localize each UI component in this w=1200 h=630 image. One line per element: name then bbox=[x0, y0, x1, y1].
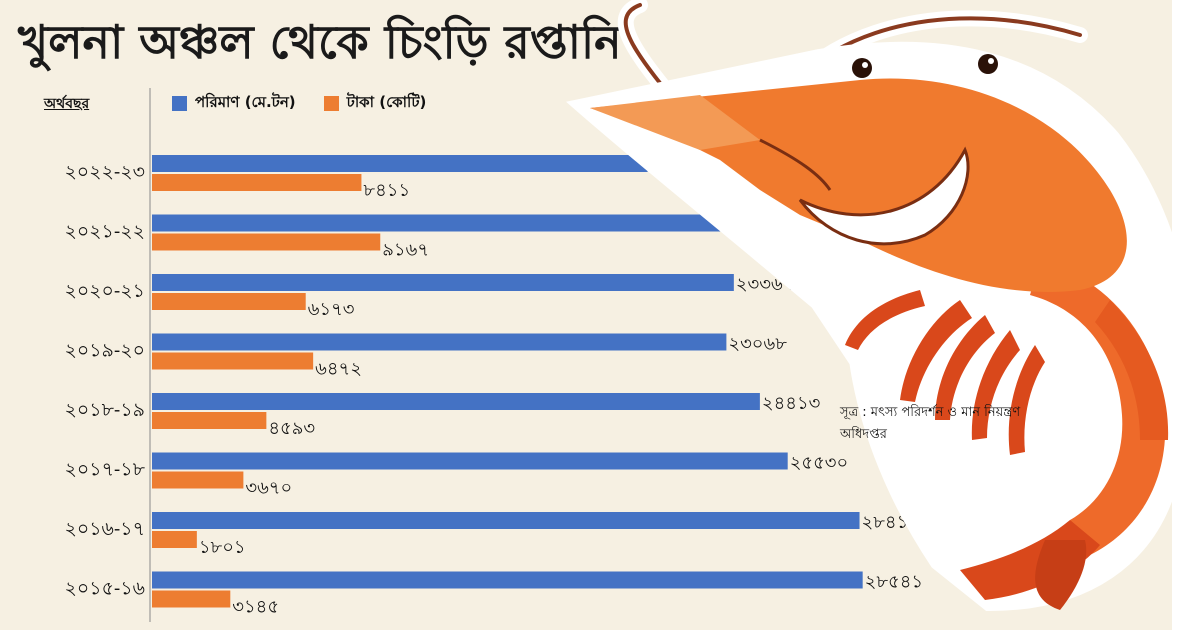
value-label-quantity: ২৮৫৪১ bbox=[865, 572, 923, 593]
value-label-taka: ৯১৬৭ bbox=[382, 240, 429, 261]
value-label-taka: ৪৫৯৩ bbox=[268, 418, 315, 439]
value-label-taka: ৩১৪৫ bbox=[232, 597, 279, 618]
legend-swatch-taka bbox=[323, 96, 339, 111]
bar-taka bbox=[152, 293, 306, 310]
legend-swatch-quantity bbox=[172, 96, 187, 111]
value-label-taka: ৬১৭৩ bbox=[308, 299, 355, 320]
bar-quantity bbox=[152, 512, 860, 529]
bar-quantity bbox=[152, 393, 760, 410]
bar-taka bbox=[152, 590, 231, 608]
year-label: ২০১৫-১৬ bbox=[65, 578, 145, 600]
value-label-taka: ১৮০১ bbox=[199, 537, 246, 558]
legend-item-taka: টাকা (কোটি) bbox=[323, 91, 427, 116]
year-label: ২০১৯-২০ bbox=[65, 340, 146, 362]
bar-taka bbox=[152, 412, 267, 429]
year-label: ২০২০-২১ bbox=[64, 280, 145, 302]
bar-taka bbox=[152, 471, 244, 489]
bar-taka bbox=[152, 352, 314, 370]
value-label-quantity: ২৫৫৩০ bbox=[790, 453, 848, 474]
value-label-quantity: ২৪৪১৩ bbox=[762, 393, 820, 414]
bar-quantity bbox=[152, 571, 863, 589]
year-label: ২০১৬-১৭ bbox=[65, 518, 146, 540]
legend: পরিমাণ (মে.টন) টাকা (কোটি) bbox=[172, 91, 426, 116]
value-label-taka: ৬৪৭২ bbox=[315, 359, 362, 380]
source-note: সূত্র : মৎস্য পরিদর্শন ও মান নিয়ন্ত্রণ … bbox=[840, 405, 1021, 442]
bars-group: ২০২২-২৩১৯৯০৪৮৪১১২০২১-২২২৪১০৪৯১৬৭২০২০-২১২… bbox=[64, 155, 923, 618]
bar-quantity bbox=[152, 333, 727, 351]
bar-quantity bbox=[152, 155, 648, 172]
bar-taka bbox=[152, 233, 381, 251]
value-label-quantity: ২৩০৬৮ bbox=[728, 334, 787, 355]
legend-item-quantity: পরিমাণ (মে.টন) bbox=[172, 91, 296, 116]
year-label: ২০২১-২২ bbox=[64, 221, 145, 243]
year-column-header: অর্থবছর bbox=[44, 96, 90, 112]
bar-quantity bbox=[152, 452, 788, 470]
value-label-taka: ৮৪১১ bbox=[363, 180, 410, 201]
value-label-taka: ৩৬৭০ bbox=[245, 478, 292, 499]
bar-taka bbox=[152, 531, 197, 548]
bar-quantity bbox=[152, 274, 734, 291]
legend-label-taka: টাকা (কোটি) bbox=[346, 93, 427, 111]
legend-label-quantity: পরিমাণ (মে.টন) bbox=[195, 93, 296, 111]
year-label: ২০২২-২৩ bbox=[64, 161, 145, 183]
year-label: ২০১৮-১৯ bbox=[65, 399, 145, 421]
chart-title: খুলনা অঞ্চল থেকে চিংড়ি রপ্তানি bbox=[18, 15, 622, 69]
bar-quantity bbox=[152, 214, 753, 232]
bar-taka bbox=[152, 174, 362, 191]
year-label: ২০১৭-১৮ bbox=[65, 459, 146, 481]
